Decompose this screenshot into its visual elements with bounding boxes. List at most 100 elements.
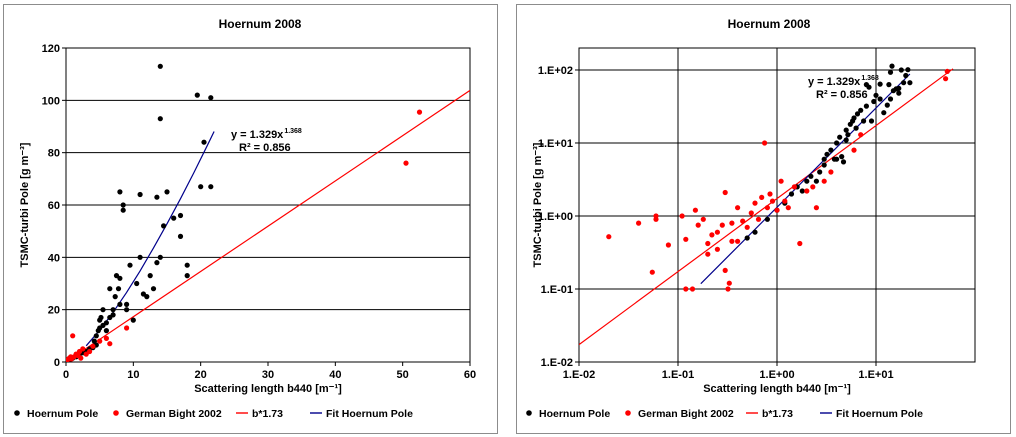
equation-label: y = 1.329x xyxy=(231,129,284,141)
point-hoernum-pole xyxy=(150,286,157,292)
point-hoernum-pole xyxy=(824,151,830,157)
x-tick-label: 60 xyxy=(464,369,476,381)
y-tick-label: 1.E-02 xyxy=(541,357,573,369)
legend-label-b-1-73: b*1.73 xyxy=(762,408,793,420)
point-hoernum-pole xyxy=(157,63,163,69)
y-axis-label: TSMC-turbi Pole [g m⁻³] xyxy=(19,142,31,267)
point-hoernum-pole xyxy=(808,173,814,179)
x-axis-label: Scattering length b440 [m⁻¹] xyxy=(703,383,851,395)
point-hoernum-pole xyxy=(854,111,861,117)
point-hoernum-pole xyxy=(828,147,834,153)
point-german-bight-2002 xyxy=(943,76,949,82)
point-hoernum-pole xyxy=(93,333,99,339)
y-tick-label: 120 xyxy=(42,43,60,55)
point-hoernum-pole xyxy=(98,314,104,321)
legend-label-german-bight-2002: German Bight 2002 xyxy=(126,408,222,420)
x-tick-label: 1.E+00 xyxy=(759,369,794,381)
point-hoernum-pole xyxy=(164,189,170,195)
point-hoernum-pole xyxy=(839,154,845,160)
point-hoernum-pole xyxy=(137,191,143,198)
legend-label-fit-hoernum-pole: Fit Hoernum Pole xyxy=(836,408,923,420)
point-german-bight-2002 xyxy=(606,234,612,240)
point-hoernum-pole xyxy=(157,116,163,122)
point-german-bight-2002 xyxy=(705,251,711,257)
point-hoernum-pole xyxy=(117,275,123,281)
point-german-bight-2002 xyxy=(80,346,86,352)
point-german-bight-2002 xyxy=(782,198,788,204)
chart-panel-linear: Hoernum 2008 0 20 40 60 80 100 120 0 10 20 30 40 50 60… xyxy=(3,4,498,434)
point-hoernum-pole xyxy=(851,115,857,121)
y-tick-label: 1.E+02 xyxy=(538,65,573,77)
point-hoernum-pole xyxy=(115,286,122,292)
point-german-bight-2002 xyxy=(700,216,706,222)
point-german-bight-2002 xyxy=(692,207,698,213)
point-hoernum-pole xyxy=(110,307,116,313)
legend-marker-hoernum-pole xyxy=(14,410,20,416)
point-hoernum-pole xyxy=(901,80,907,86)
y-tick-label: 1.E+00 xyxy=(538,211,573,223)
point-hoernum-pole xyxy=(873,92,879,98)
point-hoernum-pole xyxy=(866,84,872,90)
point-hoernum-pole xyxy=(124,301,130,307)
point-hoernum-pole xyxy=(843,127,849,133)
point-hoernum-pole xyxy=(896,90,902,96)
point-hoernum-pole xyxy=(907,80,913,86)
point-hoernum-pole xyxy=(881,110,887,116)
y-tick-label: 20 xyxy=(48,305,60,317)
y-tick-label: 1.E-01 xyxy=(541,284,573,296)
y-tick-label: 60 xyxy=(48,200,60,212)
point-german-bight-2002 xyxy=(735,238,741,244)
point-german-bight-2002 xyxy=(769,198,776,204)
point-hoernum-pole xyxy=(834,156,840,162)
point-german-bight-2002 xyxy=(403,160,409,166)
point-german-bight-2002 xyxy=(821,178,827,184)
point-german-bight-2002 xyxy=(689,286,696,292)
point-german-bight-2002 xyxy=(797,240,803,247)
point-german-bight-2002 xyxy=(70,333,76,339)
point-german-bight-2002 xyxy=(683,286,689,292)
point-hoernum-pole xyxy=(177,212,184,219)
point-hoernum-pole xyxy=(764,216,770,222)
point-german-bight-2002 xyxy=(755,216,762,222)
point-german-bight-2002 xyxy=(762,140,768,146)
point-hoernum-pole xyxy=(868,118,875,124)
point-german-bight-2002 xyxy=(740,218,746,224)
point-german-bight-2002 xyxy=(804,188,810,194)
point-hoernum-pole xyxy=(198,184,204,190)
legend-label-hoernum-pole: Hoernum Pole xyxy=(27,408,98,420)
point-german-bight-2002 xyxy=(78,355,84,361)
point-german-bight-2002 xyxy=(679,213,685,219)
point-hoernum-pole xyxy=(208,95,214,101)
point-german-bight-2002 xyxy=(828,169,834,175)
point-hoernum-pole xyxy=(107,286,113,292)
point-german-bight-2002 xyxy=(748,210,754,216)
point-hoernum-pole xyxy=(834,140,840,146)
point-hoernum-pole xyxy=(821,156,827,162)
point-hoernum-pole xyxy=(813,178,819,184)
point-hoernum-pole xyxy=(889,63,895,69)
point-hoernum-pole xyxy=(184,273,190,279)
point-hoernum-pole xyxy=(863,103,869,109)
point-hoernum-pole xyxy=(208,184,214,190)
point-german-bight-2002 xyxy=(764,205,770,211)
point-german-bight-2002 xyxy=(752,200,758,206)
point-german-bight-2002 xyxy=(791,184,797,190)
point-german-bight-2002 xyxy=(636,220,642,226)
point-german-bight-2002 xyxy=(759,194,765,200)
point-german-bight-2002 xyxy=(778,178,784,184)
legend-label-fit-hoernum-pole: Fit Hoernum Pole xyxy=(326,408,413,420)
point-hoernum-pole xyxy=(861,118,867,124)
point-hoernum-pole xyxy=(130,317,136,323)
point-german-bight-2002 xyxy=(729,238,735,244)
y-tick-label: 40 xyxy=(48,252,60,264)
x-tick-label: 50 xyxy=(397,369,409,381)
point-hoernum-pole xyxy=(744,235,750,241)
point-hoernum-pole xyxy=(124,307,130,313)
point-german-bight-2002 xyxy=(767,191,773,197)
line-fit-hoernum-pole xyxy=(700,73,911,285)
point-hoernum-pole xyxy=(171,215,177,221)
point-german-bight-2002 xyxy=(653,213,659,219)
legend-marker-german-bight-2002 xyxy=(113,410,119,416)
point-german-bight-2002 xyxy=(744,224,750,230)
point-german-bight-2002 xyxy=(714,229,720,235)
